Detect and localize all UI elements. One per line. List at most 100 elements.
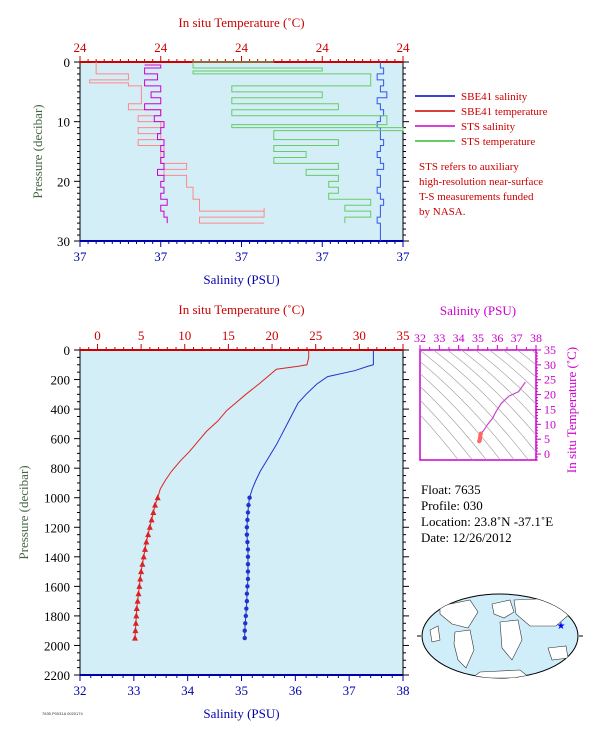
bottom-tick-label: 37	[154, 249, 168, 264]
ts-top-tick-label: 38	[530, 331, 542, 345]
top-tick-label: 24	[397, 40, 411, 55]
top-tick-label: 0	[94, 328, 101, 343]
y-axis-title: Pressure (decibar)	[30, 104, 45, 198]
temperature-point	[135, 590, 142, 597]
float-info: Float: 7635 Profile: 030 Location: 23.8˚…	[421, 482, 553, 546]
ts-right-tick-label: 15	[544, 402, 556, 416]
plot-area	[79, 61, 404, 242]
temperature-point	[138, 568, 145, 575]
bottom-tick-label: 37	[74, 249, 88, 264]
temperature-point	[139, 560, 146, 567]
density-contour	[420, 373, 501, 460]
salinity-point	[243, 613, 249, 619]
legend-label: SBE41 temperature	[461, 106, 548, 118]
bottom-tick-label: 36	[289, 683, 303, 698]
legend-label: STS salinity	[461, 121, 516, 133]
note-line: T-S measurements funded	[419, 191, 534, 203]
temperature-point	[146, 523, 153, 530]
land-mass	[453, 629, 475, 669]
ts-right-tick-label: 10	[544, 417, 556, 431]
top-tick-label: 15	[222, 328, 235, 343]
temperature-point	[143, 538, 150, 545]
top-tick-label: 24	[74, 40, 88, 55]
temperature-point	[132, 619, 139, 626]
bottom-tick-label: 35	[235, 683, 248, 698]
bottom-tick-label: 32	[74, 683, 87, 698]
density-contour	[420, 414, 459, 460]
salinity-point	[244, 525, 250, 530]
temperature-point	[140, 553, 147, 560]
density-contour	[420, 385, 487, 460]
salinity-point	[245, 547, 251, 552]
density-contour	[420, 350, 529, 460]
ts-deep-point	[477, 439, 482, 444]
salinity-point	[242, 628, 247, 633]
ts-plot-area	[419, 349, 537, 461]
y-tick-label: 10	[57, 115, 70, 130]
temperature-point	[137, 575, 144, 582]
series-line	[144, 64, 168, 224]
ts-right-tick-label: 25	[544, 373, 556, 387]
temperature-point	[145, 531, 152, 538]
bottom-tick-label: 38	[397, 683, 410, 698]
legend-label: SBE41 salinity	[461, 91, 528, 103]
salinity-point	[246, 502, 251, 508]
bottom-axis-title: Salinity (PSU)	[203, 272, 279, 287]
salinity-point	[243, 621, 248, 626]
salinity-point	[245, 554, 251, 560]
ts-top-tick-label: 36	[491, 331, 503, 345]
salinity-point	[245, 576, 251, 582]
y-tick-label: 600	[51, 432, 71, 447]
salinity-point	[242, 635, 247, 641]
density-contour	[420, 399, 473, 460]
ts-top-tick-label: 35	[472, 331, 484, 345]
upper-chart: 24 24 24 24 24 37 37 37 37 37 0 10 20 30 In situ Tempe…	[30, 15, 548, 287]
top-axis-title: In situ Temperature (˚C)	[178, 302, 304, 317]
y-tick-label: 2000	[44, 638, 70, 653]
density-contour	[474, 350, 536, 405]
density-contour	[460, 350, 536, 420]
series-line	[376, 62, 388, 241]
y-tick-label: 1200	[44, 520, 70, 535]
temperature-point	[134, 597, 141, 604]
temperature-point	[131, 634, 138, 641]
top-tick-label: 24	[235, 40, 249, 55]
y-tick-label: 0	[64, 343, 71, 358]
ts-top-title: Salinity (PSU)	[440, 303, 516, 318]
ts-right-tick-label: 35	[544, 343, 556, 357]
y-tick-label: 1600	[44, 579, 70, 594]
ts-right-title: In situ Temperature (˚C)	[564, 347, 579, 473]
y-tick-label: 0	[64, 55, 71, 70]
top-axis-title: In situ Temperature (˚C)	[178, 15, 304, 30]
density-contour	[446, 350, 536, 436]
salinity-point	[245, 584, 250, 589]
y-tick-label: 1400	[44, 550, 70, 565]
sts-note: STS refers to auxiliary high-resolution …	[419, 160, 589, 220]
ts-top-tick-label: 37	[511, 331, 523, 345]
bottom-tick-label: 37	[343, 683, 357, 698]
world-map: ★	[417, 593, 583, 679]
lower-chart: 0 5 10 15 20 25 30 35 32 33 34 35 36 37 38 0 200 400 600 80…	[16, 302, 410, 721]
salinity-point	[245, 517, 250, 523]
density-contour	[432, 350, 536, 453]
temperature-point	[152, 501, 159, 508]
bottom-tick-label: 33	[127, 683, 140, 698]
salinity-point	[245, 562, 251, 567]
density-contours	[420, 350, 536, 460]
ts-right-tick-label: 5	[544, 432, 550, 446]
map-land	[429, 597, 573, 678]
salinity-point	[244, 606, 249, 611]
ts-top-tick-label: 34	[453, 331, 465, 345]
density-contour	[502, 350, 536, 378]
land-mass	[491, 599, 515, 619]
series-line	[89, 62, 265, 224]
y-axis-title: Pressure (decibar)	[16, 465, 31, 559]
top-tick-label: 24	[154, 40, 168, 55]
ts-right-tick-label: 30	[544, 358, 556, 372]
profile-number: Profile: 030	[421, 498, 483, 513]
y-tick-label: 30	[57, 234, 70, 249]
temperature-point	[133, 605, 140, 612]
density-contour	[530, 350, 536, 354]
top-tick-label: 24	[316, 40, 330, 55]
